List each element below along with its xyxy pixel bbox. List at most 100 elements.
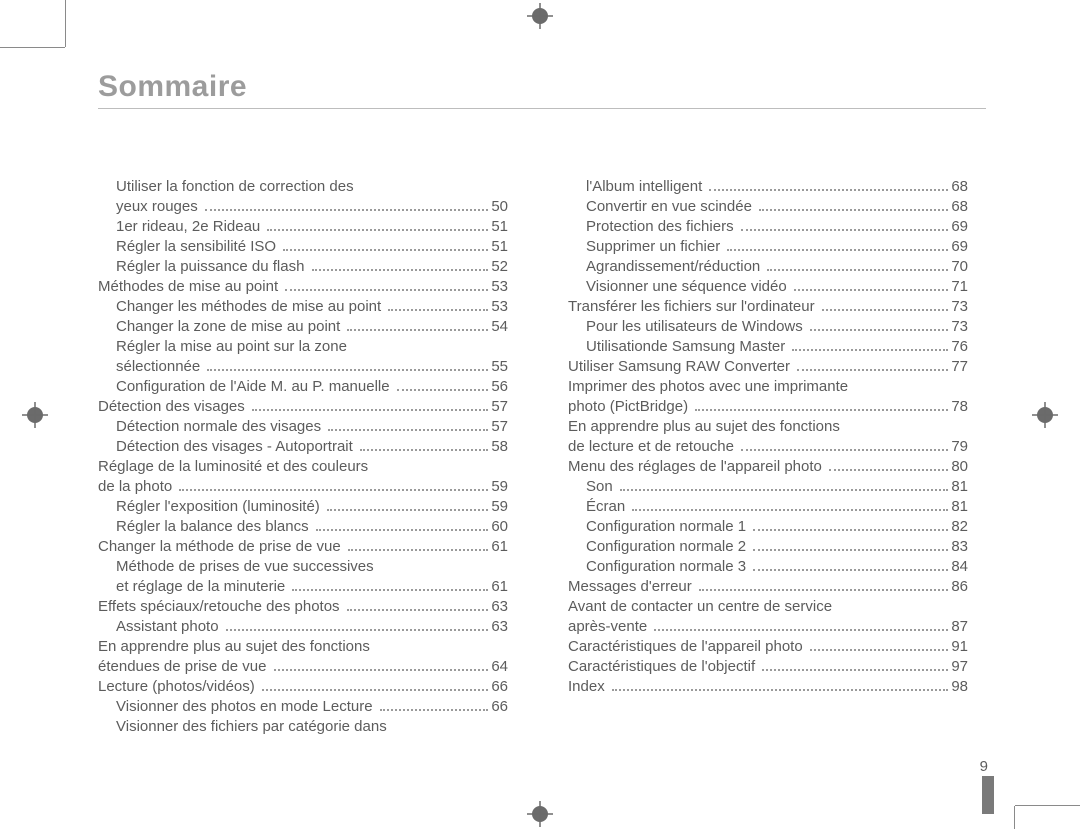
toc-entry-label: Écran [586,497,629,517]
toc-entry: Menu des réglages de l'appareil photo 80 [568,457,968,477]
toc-entry-page: 73 [951,317,968,337]
toc-entry-label: Menu des réglages de l'appareil photo [568,457,826,477]
toc-entry-label: Détection des visages - Autoportrait [116,437,357,457]
toc-leader-dots [205,200,488,211]
toc-entry-label: Assistant photo [116,617,223,637]
toc-entry: Visionner des fichiers par catégorie dan… [98,717,508,737]
toc-entry-page: 58 [491,437,508,457]
toc-entry-page: 57 [491,397,508,417]
toc-entry-label: Index [568,677,609,697]
toc-column-left: Utiliser la fonction de correction desye… [98,177,508,737]
toc-entry-label: Régler la sensibilité ISO [116,237,280,257]
toc-entry: étendues de prise de vue 64 [98,657,508,677]
toc-entry: Méthodes de mise au point 53 [98,277,508,297]
toc-entry-page: 81 [951,497,968,517]
toc-entry-label: Changer la zone de mise au point [116,317,344,337]
toc-entry: Supprimer un fichier 69 [568,237,968,257]
toc-entry-label: Méthodes de mise au point [98,277,282,297]
registration-mark-icon [1032,402,1058,428]
toc-leader-dots [753,560,948,571]
toc-entry-page: 54 [491,317,508,337]
toc-entry-label: de lecture et de retouche [568,437,738,457]
toc-entry-label: Régler l'exposition (luminosité) [116,497,324,517]
toc-leader-dots [380,700,489,711]
toc-entry-page: 51 [491,217,508,237]
toc-entry-page: 68 [951,177,968,197]
toc-entry-label: Configuration de l'Aide M. au P. manuell… [116,377,394,397]
toc-entry-page: 66 [491,697,508,717]
toc-entry-page: 69 [951,237,968,257]
toc-entry: Régler la puissance du flash 52 [98,257,508,277]
toc-entry: après-vente 87 [568,617,968,637]
toc-entry: Pour les utilisateurs de Windows 73 [568,317,968,337]
toc-entry: Visionner des photos en mode Lecture 66 [98,697,508,717]
toc-entry-page: 53 [491,297,508,317]
toc-entry-label: Changer la méthode de prise de vue [98,537,345,557]
toc-entry: photo (PictBridge) 78 [568,397,968,417]
toc-entry: Détection normale des visages 57 [98,417,508,437]
toc-leader-dots [397,380,489,391]
toc-columns: Utiliser la fonction de correction desye… [98,177,988,737]
toc-leader-dots [285,280,488,291]
toc-entry: Régler l'exposition (luminosité) 59 [98,497,508,517]
toc-entry-label: Configuration normale 2 [586,537,750,557]
toc-entry-label: Supprimer un fichier [586,237,724,257]
toc-leader-dots [829,460,948,471]
toc-entry-page: 64 [491,657,508,677]
toc-entry-label: Détection normale des visages [116,417,325,437]
toc-entry-page: 71 [951,277,968,297]
toc-leader-dots [810,320,948,331]
toc-entry-label: l'Album intelligent [586,177,706,197]
toc-entry-page: 98 [951,677,968,697]
toc-entry: Caractéristiques de l'objectif 97 [568,657,968,677]
toc-entry-page: 63 [491,617,508,637]
toc-entry-page: 70 [951,257,968,277]
toc-entry: Agrandissement/réduction 70 [568,257,968,277]
crop-mark [1015,805,1080,806]
toc-entry-page: 59 [491,497,508,517]
toc-entry-label: sélectionnée [116,357,204,377]
page-number: 9 [980,758,988,775]
toc-leader-dots [207,360,488,371]
toc-entry: Régler la mise au point sur la zone [98,337,508,357]
toc-leader-dots [312,260,489,271]
toc-entry: Assistant photo 63 [98,617,508,637]
toc-leader-dots [292,580,488,591]
toc-entry: Réglage de la luminosité et des couleurs [98,457,508,477]
toc-entry: Changer les méthodes de mise au point 53 [98,297,508,317]
toc-leader-dots [612,680,948,691]
toc-entry: Visionner une séquence vidéo 71 [568,277,968,297]
crop-mark [65,0,66,47]
toc-leader-dots [741,440,948,451]
toc-entry: Avant de contacter un centre de service [568,597,968,617]
toc-entry: et réglage de la minuterie 61 [98,577,508,597]
toc-leader-dots [262,680,488,691]
toc-entry-page: 50 [491,197,508,217]
toc-entry-label: photo (PictBridge) [568,397,692,417]
page-title: Sommaire [98,70,986,109]
toc-entry-page: 60 [491,517,508,537]
toc-entry-label: 1er rideau, 2e Rideau [116,217,264,237]
toc-entry: Changer la zone de mise au point 54 [98,317,508,337]
toc-entry-page: 97 [951,657,968,677]
toc-entry-label: et réglage de la minuterie [116,577,289,597]
toc-entry-page: 53 [491,277,508,297]
toc-leader-dots [620,480,948,491]
toc-entry: de lecture et de retouche 79 [568,437,968,457]
toc-leader-dots [274,660,489,671]
toc-entry-label: Visionner des photos en mode Lecture [116,697,377,717]
toc-leader-dots [741,220,949,231]
toc-leader-dots [767,260,948,271]
toc-entry-label: Détection des visages [98,397,249,417]
toc-entry: Transférer les fichiers sur l'ordinateur… [568,297,968,317]
toc-leader-dots [797,360,948,371]
toc-entry-page: 59 [491,477,508,497]
crop-mark [0,47,65,48]
toc-entry-label: Effets spéciaux/retouche des photos [98,597,344,617]
toc-entry-page: 57 [491,417,508,437]
toc-entry-page: 61 [491,537,508,557]
toc-leader-dots [348,540,488,551]
toc-entry: l'Album intelligent 68 [568,177,968,197]
toc-entry-label: Caractéristiques de l'objectif [568,657,759,677]
toc-entry: Écran 81 [568,497,968,517]
